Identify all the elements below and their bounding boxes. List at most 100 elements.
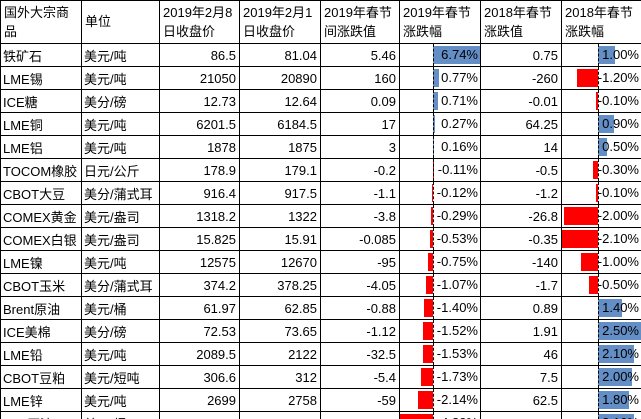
cell-pct-2019[interactable]: 0.27% — [399, 112, 481, 136]
cell-pct-2018[interactable]: 2.50% — [561, 319, 641, 343]
cell-chg-2019[interactable]: -0.88 — [320, 296, 400, 320]
cell-close-feb1[interactable]: 179.1 — [239, 158, 321, 182]
cell-pct-2019[interactable]: 0.71% — [399, 89, 481, 113]
cell-close-feb1[interactable]: 378.25 — [239, 273, 321, 297]
cell-pct-2018[interactable]: 1.40% — [561, 296, 641, 320]
cell-chg-2018[interactable]: -1.7 — [480, 273, 562, 297]
cell-chg-2018[interactable]: 1.28 — [480, 411, 562, 419]
cell-close-feb1[interactable]: 1322 — [239, 204, 321, 228]
cell-chg-2018[interactable]: -140 — [480, 250, 562, 274]
cell-close-feb8[interactable]: 1878 — [159, 135, 240, 159]
cell-chg-2019[interactable]: -1.1 — [320, 181, 400, 205]
cell-unit[interactable]: 美分/蒲式耳 — [81, 181, 160, 205]
cell-close-feb8[interactable]: 72.53 — [159, 319, 240, 343]
cell-chg-2019[interactable]: -95 — [320, 250, 400, 274]
cell-pct-2018[interactable]: 0.50% — [561, 135, 641, 159]
cell-close-feb1[interactable]: 81.04 — [239, 43, 321, 67]
cell-name[interactable]: COMEX白银 — [0, 227, 82, 251]
cell-name[interactable]: 铁矿石 — [0, 43, 82, 67]
cell-close-feb8[interactable]: 15.825 — [159, 227, 240, 251]
cell-chg-2018[interactable]: 62.5 — [480, 388, 562, 412]
col-header-close-feb1[interactable]: 2019年2月1日收盘价 — [239, 0, 321, 44]
cell-close-feb8[interactable]: 178.9 — [159, 158, 240, 182]
cell-close-feb1[interactable]: 62.85 — [239, 296, 321, 320]
col-header-chg-2019[interactable]: 2019年春节间涨跌值 — [320, 0, 400, 44]
cell-chg-2018[interactable]: 0.89 — [480, 296, 562, 320]
cell-pct-2019[interactable]: -0.29% — [399, 204, 481, 228]
cell-unit[interactable]: 日元/公斤 — [81, 158, 160, 182]
cell-pct-2019[interactable]: -0.53% — [399, 227, 481, 251]
cell-pct-2019[interactable]: -1.73% — [399, 365, 481, 389]
col-header-commodity[interactable]: 国外大宗商品 — [0, 0, 82, 44]
cell-unit[interactable]: 美元/吨 — [81, 43, 160, 67]
cell-unit[interactable]: 美元/盎司 — [81, 227, 160, 251]
cell-pct-2018[interactable]: 0.90% — [561, 112, 641, 136]
cell-chg-2019[interactable]: 3 — [320, 135, 400, 159]
cell-name[interactable]: LME铜 — [0, 112, 82, 136]
cell-name[interactable]: TOCOM橡胶 — [0, 158, 82, 182]
cell-close-feb1[interactable]: 12.64 — [239, 89, 321, 113]
cell-name[interactable]: Brent原油 — [0, 296, 82, 320]
cell-chg-2019[interactable]: -32.5 — [320, 342, 400, 366]
cell-close-feb8[interactable]: 2089.5 — [159, 342, 240, 366]
cell-name[interactable]: COMEX黄金 — [0, 204, 82, 228]
cell-name[interactable]: ICE美棉 — [0, 319, 82, 343]
cell-chg-2018[interactable]: 14 — [480, 135, 562, 159]
cell-unit[interactable]: 美元/桶 — [81, 296, 160, 320]
cell-chg-2019[interactable]: -59 — [320, 388, 400, 412]
cell-name[interactable]: CBOT玉米 — [0, 273, 82, 297]
cell-chg-2018[interactable]: -0.5 — [480, 158, 562, 182]
cell-pct-2019[interactable]: -1.40% — [399, 296, 481, 320]
cell-chg-2018[interactable]: -0.01 — [480, 89, 562, 113]
cell-unit[interactable]: 美元/吨 — [81, 250, 160, 274]
cell-pct-2018[interactable]: -2.10% — [561, 227, 641, 251]
cell-pct-2018[interactable]: -2.00% — [561, 204, 641, 228]
cell-close-feb8[interactable]: 374.2 — [159, 273, 240, 297]
cell-chg-2018[interactable]: 7.5 — [480, 365, 562, 389]
cell-chg-2019[interactable]: 0.09 — [320, 89, 400, 113]
cell-close-feb8[interactable]: 306.6 — [159, 365, 240, 389]
cell-chg-2019[interactable]: 5.46 — [320, 43, 400, 67]
cell-unit[interactable]: 美分/磅 — [81, 89, 160, 113]
cell-close-feb1[interactable]: 2758 — [239, 388, 321, 412]
cell-unit[interactable]: 美元/桶 — [81, 411, 160, 419]
cell-name[interactable]: CBOT豆粕 — [0, 365, 82, 389]
cell-unit[interactable]: 美元/吨 — [81, 112, 160, 136]
cell-chg-2019[interactable]: -0.085 — [320, 227, 400, 251]
cell-chg-2018[interactable]: 46 — [480, 342, 562, 366]
cell-chg-2019[interactable]: 160 — [320, 66, 400, 90]
cell-name[interactable]: LME锡 — [0, 66, 82, 90]
cell-unit[interactable]: 美分/蒲式耳 — [81, 273, 160, 297]
cell-pct-2018[interactable]: 2.00% — [561, 365, 641, 389]
cell-name[interactable]: LME铝 — [0, 135, 82, 159]
cell-chg-2019[interactable]: -3.8 — [320, 204, 400, 228]
cell-close-feb1[interactable]: 12670 — [239, 250, 321, 274]
cell-pct-2018[interactable]: -0.30% — [561, 158, 641, 182]
cell-chg-2018[interactable]: 1.91 — [480, 319, 562, 343]
cell-close-feb1[interactable]: 6184.5 — [239, 112, 321, 136]
cell-close-feb8[interactable]: 6201.5 — [159, 112, 240, 136]
cell-pct-2019[interactable]: 6.74% — [399, 43, 481, 67]
cell-close-feb8[interactable]: 1318.2 — [159, 204, 240, 228]
cell-close-feb8[interactable]: 61.97 — [159, 296, 240, 320]
cell-pct-2018[interactable]: -1.20% — [561, 66, 641, 90]
cell-close-feb8[interactable]: 12.73 — [159, 89, 240, 113]
cell-close-feb1[interactable]: 55.37 — [239, 411, 321, 419]
cell-chg-2019[interactable]: -5.4 — [320, 365, 400, 389]
cell-pct-2019[interactable]: -0.11% — [399, 158, 481, 182]
cell-pct-2019[interactable]: -2.14% — [399, 388, 481, 412]
cell-chg-2018[interactable]: 64.25 — [480, 112, 562, 136]
cell-chg-2019[interactable]: -4.05 — [320, 273, 400, 297]
cell-close-feb8[interactable]: 86.5 — [159, 43, 240, 67]
cell-pct-2019[interactable]: 0.77% — [399, 66, 481, 90]
cell-close-feb8[interactable]: 12575 — [159, 250, 240, 274]
cell-pct-2018[interactable]: -0.10% — [561, 89, 641, 113]
cell-pct-2018[interactable]: 2.10% — [561, 342, 641, 366]
cell-unit[interactable]: 美元/吨 — [81, 342, 160, 366]
cell-pct-2018[interactable]: 2.10% — [561, 411, 641, 419]
cell-pct-2019[interactable]: -4.80% — [399, 411, 481, 419]
cell-pct-2019[interactable]: -1.07% — [399, 273, 481, 297]
cell-chg-2019[interactable]: 17 — [320, 112, 400, 136]
cell-pct-2018[interactable]: -1.00% — [561, 250, 641, 274]
cell-close-feb1[interactable]: 15.91 — [239, 227, 321, 251]
